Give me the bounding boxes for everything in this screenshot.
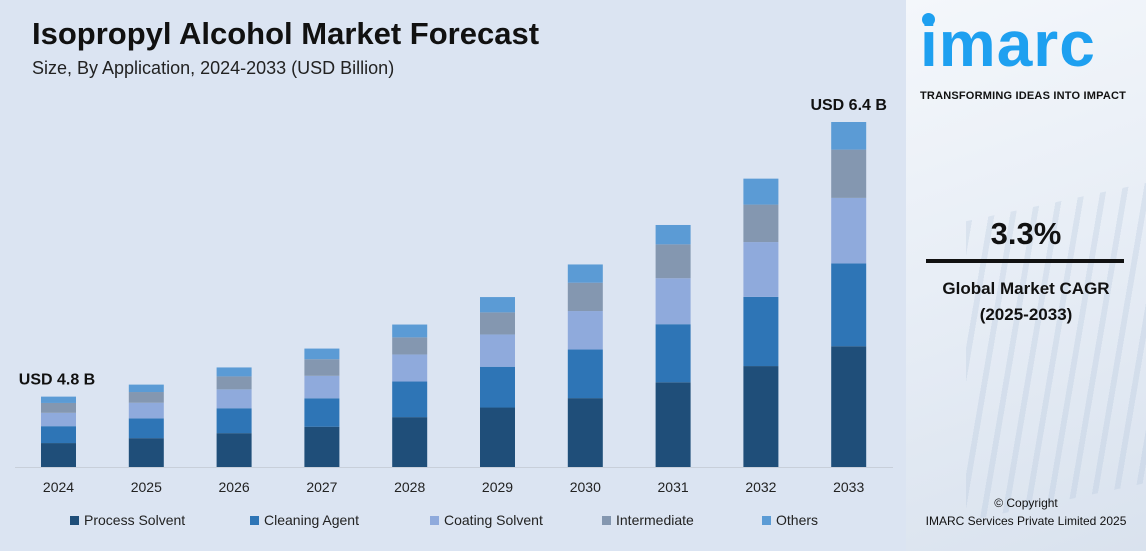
bar-segment-others: [392, 324, 428, 338]
bar-segment-process-solvent: [655, 382, 691, 467]
bar-segment-coating-solvent: [41, 412, 76, 427]
bar-segment-cleaning-agent: [480, 366, 515, 408]
bar-segment-others: [304, 348, 340, 360]
bar-chart: 2024 USD 4.8 B 2025 2026 2027 2028 2029 2030 203…: [15, 97, 893, 495]
bar-segment-process-solvent: [743, 366, 779, 467]
bar-segment-intermediate: [743, 204, 779, 243]
bar-segment-cleaning-agent: [567, 349, 603, 399]
x-tick-label: 2030: [570, 479, 601, 495]
x-tick-label: 2032: [745, 479, 776, 495]
legend-item: Coating Solvent: [430, 512, 602, 528]
data-label-total: USD 4.8 B: [19, 372, 95, 389]
cagr-label: Global Market CAGR (2025-2033): [906, 276, 1146, 328]
x-tick-label: 2028: [394, 479, 425, 495]
bar-segment-others: [41, 396, 76, 403]
bar-segment-others: [216, 367, 252, 377]
bar-segment-coating-solvent: [304, 375, 340, 399]
chart-panel: 2024 USD 4.8 B 2025 2026 2027 2028 2029 2030 203…: [0, 0, 906, 551]
bar-segment-coating-solvent: [655, 278, 691, 325]
data-label-total: USD 6.4 B: [810, 97, 886, 114]
x-tick-label: 2025: [131, 479, 162, 495]
legend-swatch: [250, 515, 259, 525]
bar-segment-cleaning-agent: [41, 426, 76, 444]
bar-segment-coating-solvent: [743, 242, 779, 297]
legend-label: Coating Solvent: [444, 512, 543, 528]
bar-segment-intermediate: [392, 337, 428, 355]
legend-item: Intermediate: [602, 512, 762, 528]
bar-segment-process-solvent: [216, 433, 252, 467]
copyright-company: IMARC Services Private Limited 2025: [925, 514, 1127, 528]
bar-segment-intermediate: [304, 359, 340, 376]
bar-segment-process-solvent: [480, 407, 515, 467]
legend-item: Process Solvent: [70, 512, 250, 528]
bar-segment-intermediate: [216, 376, 252, 390]
bar-segment-coating-solvent: [480, 334, 515, 367]
legend-label: Intermediate: [616, 512, 694, 528]
imarc-logo: imarc: [920, 8, 1096, 80]
cagr-label-line2: (2025-2033): [979, 305, 1073, 324]
bar-segment-others: [831, 122, 867, 150]
bar-segment-intermediate: [480, 312, 515, 335]
legend-swatch: [70, 515, 79, 525]
bar-segment-cleaning-agent: [831, 263, 867, 347]
cagr-value: 3.3%: [990, 216, 1062, 251]
logo-dot: [922, 13, 935, 26]
bar-segment-cleaning-agent: [743, 296, 779, 367]
cagr-label-line1: Global Market CAGR: [942, 279, 1110, 298]
bar-segment-intermediate: [831, 149, 867, 198]
bar-segment-process-solvent: [567, 398, 603, 467]
legend-label: Process Solvent: [84, 512, 186, 528]
bar-segment-process-solvent: [392, 417, 428, 467]
bar-segment-cleaning-agent: [304, 398, 340, 427]
bar-segment-coating-solvent: [128, 402, 164, 419]
bar-segment-intermediate: [655, 244, 691, 279]
bar-segment-others: [128, 384, 164, 393]
bar-segment-others: [567, 264, 603, 283]
x-tick-label: 2033: [833, 479, 864, 495]
bar-segment-process-solvent: [128, 438, 164, 467]
legend-item: Others: [762, 512, 818, 528]
legend-swatch: [762, 515, 771, 525]
bar-segment-others: [743, 178, 779, 205]
bar-segment-cleaning-agent: [128, 418, 164, 439]
x-tick-label: 2031: [658, 479, 689, 495]
bar-segment-process-solvent: [831, 346, 867, 467]
bar-segment-coating-solvent: [831, 197, 867, 264]
bar-segment-cleaning-agent: [392, 381, 428, 418]
bar-segment-process-solvent: [41, 443, 76, 467]
x-tick-label: 2026: [219, 479, 250, 495]
bar-segment-others: [480, 297, 515, 313]
bar-segment-process-solvent: [304, 426, 340, 467]
page-title: Isopropyl Alcohol Market Forecast: [32, 16, 540, 51]
bar-segment-coating-solvent: [216, 389, 252, 409]
bar-segment-coating-solvent: [392, 354, 428, 382]
page-subtitle: Size, By Application, 2024-2033 (USD Bil…: [32, 58, 395, 78]
legend: Process Solvent Cleaning Agent Coating Sol…: [70, 512, 818, 528]
bar-segment-intermediate: [567, 282, 603, 312]
x-tick-label: 2029: [482, 479, 513, 495]
bar-segment-cleaning-agent: [216, 408, 252, 434]
x-tick-label: 2027: [306, 479, 337, 495]
side-panel: imarc TRANSFORMING IDEAS INTO IMPACT 3.3…: [906, 0, 1146, 551]
bar-segment-cleaning-agent: [655, 324, 691, 383]
copyright: © Copyright IMARC Services Private Limit…: [906, 494, 1146, 530]
legend-item: Cleaning Agent: [250, 512, 430, 528]
bar-segment-intermediate: [41, 402, 76, 413]
logo-tagline: TRANSFORMING IDEAS INTO IMPACT: [920, 90, 1127, 102]
bar-segment-intermediate: [128, 392, 164, 403]
legend-swatch: [430, 515, 439, 525]
cagr-divider: [926, 259, 1124, 263]
x-tick-label: 2024: [43, 479, 74, 495]
bar-segment-others: [655, 224, 691, 245]
copyright-label: © Copyright: [994, 496, 1058, 510]
legend-label: Others: [776, 512, 819, 528]
legend-label: Cleaning Agent: [264, 512, 359, 528]
legend-swatch: [602, 515, 611, 525]
bar-segment-coating-solvent: [567, 311, 603, 350]
